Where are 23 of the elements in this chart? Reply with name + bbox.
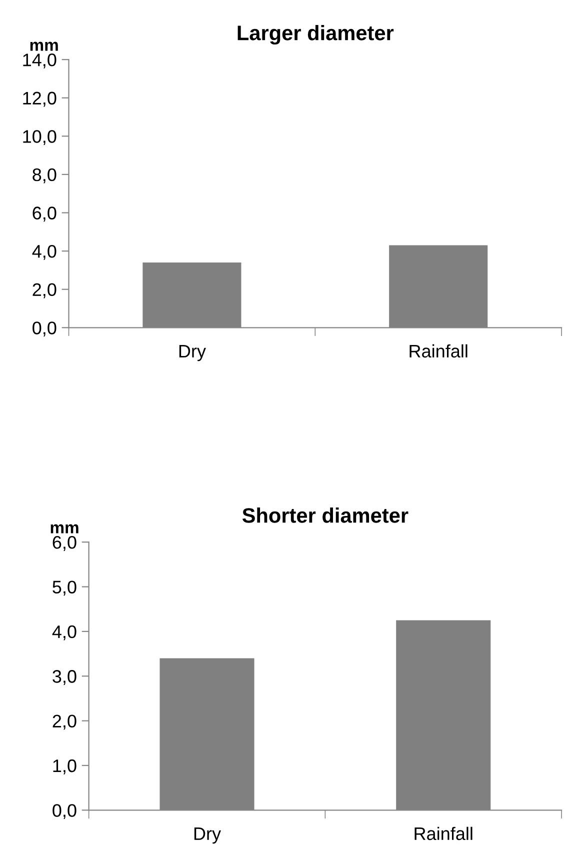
x-tick-label: Rainfall — [414, 826, 472, 840]
y-axis-title: mm — [30, 42, 58, 51]
y-tick-label: 8,0 — [32, 168, 56, 184]
chart-title: Larger diameter — [238, 25, 394, 45]
y-tick-label: 0,0 — [52, 804, 76, 820]
y-tick-label: 6,0 — [32, 206, 56, 222]
y-tick-label: 2,0 — [52, 714, 76, 730]
chart-title: Shorter diameter — [242, 508, 408, 523]
y-tick-label: 4,0 — [52, 625, 76, 640]
y-tick-label: 4,0 — [32, 244, 56, 260]
x-tick-label: Rainfall — [410, 344, 468, 358]
y-tick-label: 10,0 — [23, 130, 56, 146]
y-tick-label: 0,0 — [32, 322, 56, 336]
y-tick-label: 3,0 — [52, 670, 76, 685]
x-tick-label: Dry — [179, 344, 206, 362]
y-tick-label: 2,0 — [32, 283, 56, 298]
y-tick-label: 1,0 — [53, 759, 76, 774]
y-tick-label: 5,0 — [52, 580, 76, 596]
y-tick-label: 12,0 — [23, 92, 56, 107]
y-axis-title: mm — [50, 524, 78, 534]
x-tick-label: Dry — [194, 827, 221, 844]
y-tick-label: 14,0 — [23, 54, 56, 68]
y-tick-label: 6,0 — [52, 536, 76, 551]
